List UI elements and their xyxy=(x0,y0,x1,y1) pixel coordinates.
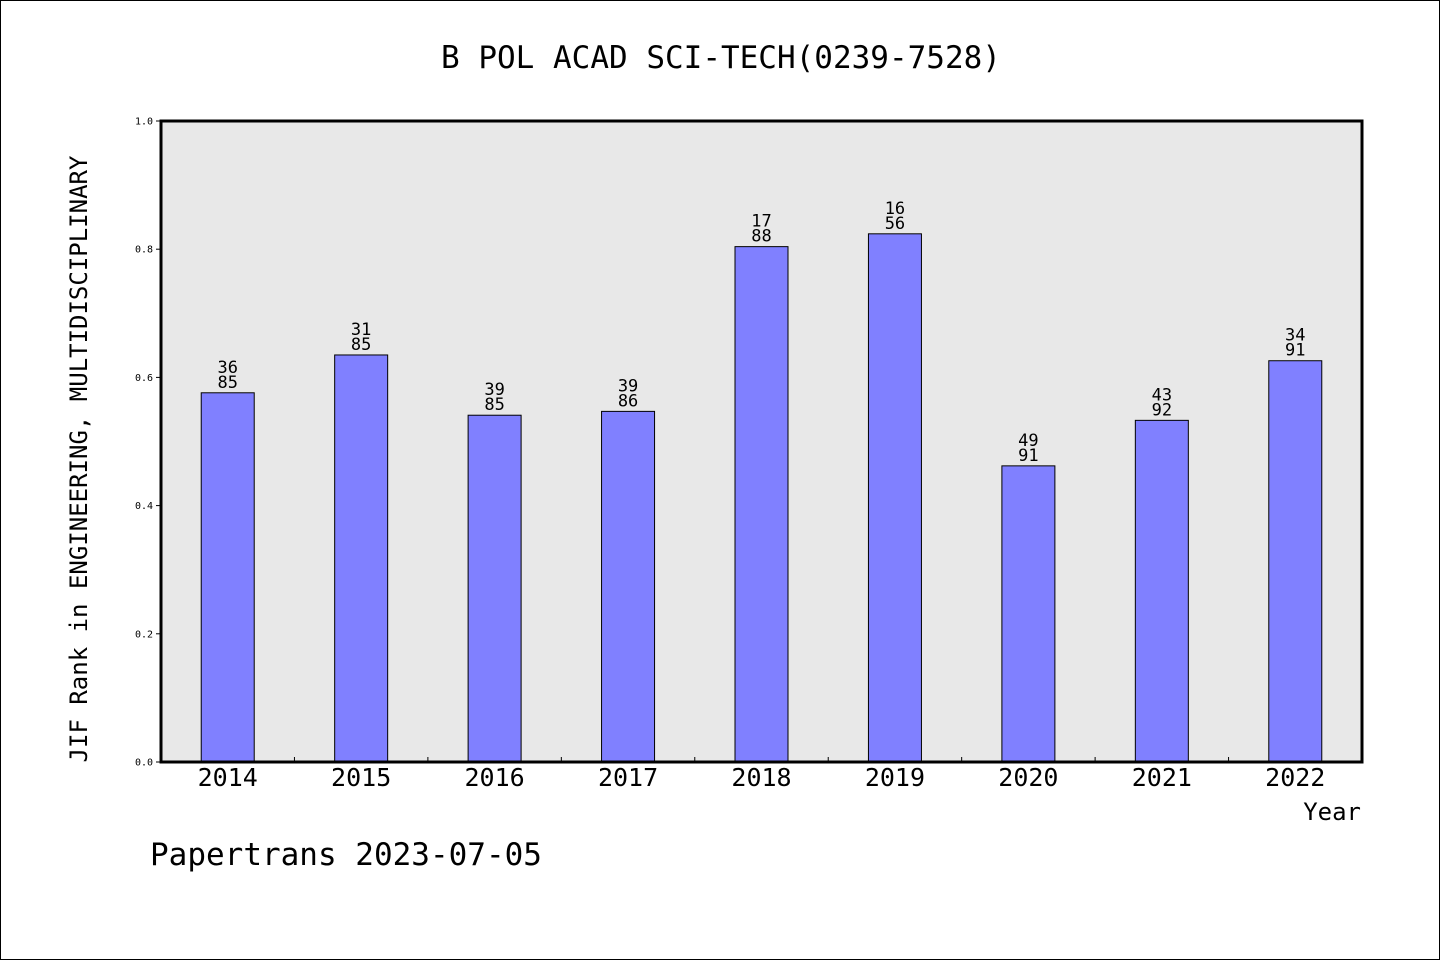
y-tick-label: 0.8 xyxy=(135,245,153,256)
y-tick-label: 0.0 xyxy=(135,758,153,769)
bar-label: 92 xyxy=(1152,400,1172,420)
bar-2021 xyxy=(1134,419,1189,763)
bar-label: 49 xyxy=(1018,431,1038,451)
bar-label: 36 xyxy=(217,358,237,378)
bar-label: 91 xyxy=(1285,341,1305,361)
bar-label: 31 xyxy=(351,320,371,340)
bar-label: 85 xyxy=(484,395,504,415)
bar-2019 xyxy=(867,233,922,763)
bar-2016 xyxy=(467,414,522,763)
chart-title: B POL ACAD SCI-TECH(0239-7528) xyxy=(441,40,1001,76)
y-tick-label: 1.0 xyxy=(135,117,153,128)
bar-label: 56 xyxy=(885,214,905,234)
x-tick-label: 2021 xyxy=(1132,763,1192,792)
x-axis-ticks: 2014 2015 2016 2017 2018 2019 2020 2021 2022 xyxy=(198,757,1325,792)
x-tick-label: 2015 xyxy=(331,763,391,792)
x-tick-label: 2014 xyxy=(198,763,258,792)
y-tick-label: 0.6 xyxy=(135,373,153,384)
x-tick-label: 2018 xyxy=(731,763,791,792)
bar-label: 39 xyxy=(484,380,504,400)
bar-2014 xyxy=(200,392,255,763)
bar-label: 43 xyxy=(1152,385,1172,405)
bar-label: 91 xyxy=(1018,446,1038,466)
bar-label: 16 xyxy=(885,199,905,219)
y-tick-label: 0.2 xyxy=(135,629,153,640)
x-tick-label: 2017 xyxy=(598,763,658,792)
bar-label: 85 xyxy=(217,373,237,393)
plot-border xyxy=(159,119,1364,764)
x-tick-label: 2016 xyxy=(465,763,525,792)
bar-2022 xyxy=(1268,360,1323,763)
x-tick-label: 2020 xyxy=(998,763,1058,792)
y-axis-label: JIF Rank in ENGINEERING, MULTIDISCIPLINA… xyxy=(65,155,93,762)
bar-2020 xyxy=(1001,465,1056,763)
bar-label: 88 xyxy=(751,227,771,247)
y-tick-label: 0.4 xyxy=(135,501,153,512)
bar-label: 39 xyxy=(618,376,638,396)
bars-layer xyxy=(200,233,1323,763)
x-tick-label: 2022 xyxy=(1265,763,1325,792)
bar-label: 17 xyxy=(751,212,771,232)
bar-label: 34 xyxy=(1285,326,1305,346)
y-axis-ticks: 0.0 0.2 0.4 0.6 0.8 1.0 xyxy=(135,117,161,769)
bar-2018 xyxy=(734,246,789,763)
bar-label: 85 xyxy=(351,335,371,355)
footer-text: Papertrans 2023-07-05 xyxy=(150,837,542,873)
bar-2015 xyxy=(334,354,389,763)
bar-label: 86 xyxy=(618,391,638,411)
bar-2017 xyxy=(601,410,656,763)
x-tick-label: 2019 xyxy=(865,763,925,792)
x-axis-label: Year xyxy=(1303,798,1361,826)
